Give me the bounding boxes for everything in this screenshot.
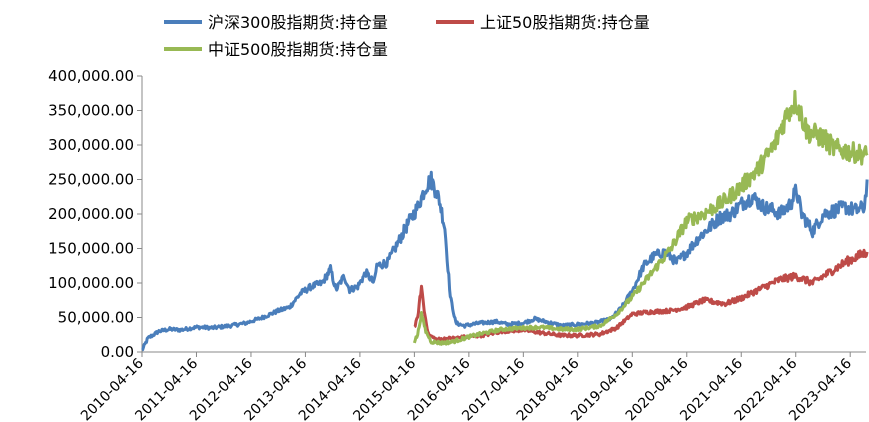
y-tick-label: 150,000.00 — [48, 240, 134, 258]
series-line-1 — [413, 248, 869, 343]
y-tick-label: 0.00 — [101, 343, 134, 361]
y-tick-label: 200,000.00 — [48, 205, 134, 223]
y-tick-label: 350,000.00 — [48, 102, 134, 120]
y-tick-label: 100,000.00 — [48, 274, 134, 292]
y-tick-label: 250,000.00 — [48, 171, 134, 189]
series-group — [141, 89, 869, 352]
series-line-2 — [412, 89, 869, 346]
legend-label-1: 上证50股指期货:持仓量 — [480, 13, 650, 32]
y-tick-label: 300,000.00 — [48, 136, 134, 154]
series-line-0 — [141, 170, 869, 352]
x-axis: 2010-04-162011-04-162012-04-162013-04-16… — [78, 351, 866, 422]
y-axis: 0.00 50,000.00 100,000.00 150,000.00 200,000… — [48, 67, 143, 361]
y-tick-label: 400,000.00 — [48, 67, 134, 85]
y-tick-label: 50,000.00 — [58, 309, 134, 327]
legend-label-0: 沪深300股指期货:持仓量 — [208, 13, 388, 32]
legend-label-2: 中证500股指期货:持仓量 — [208, 40, 388, 59]
